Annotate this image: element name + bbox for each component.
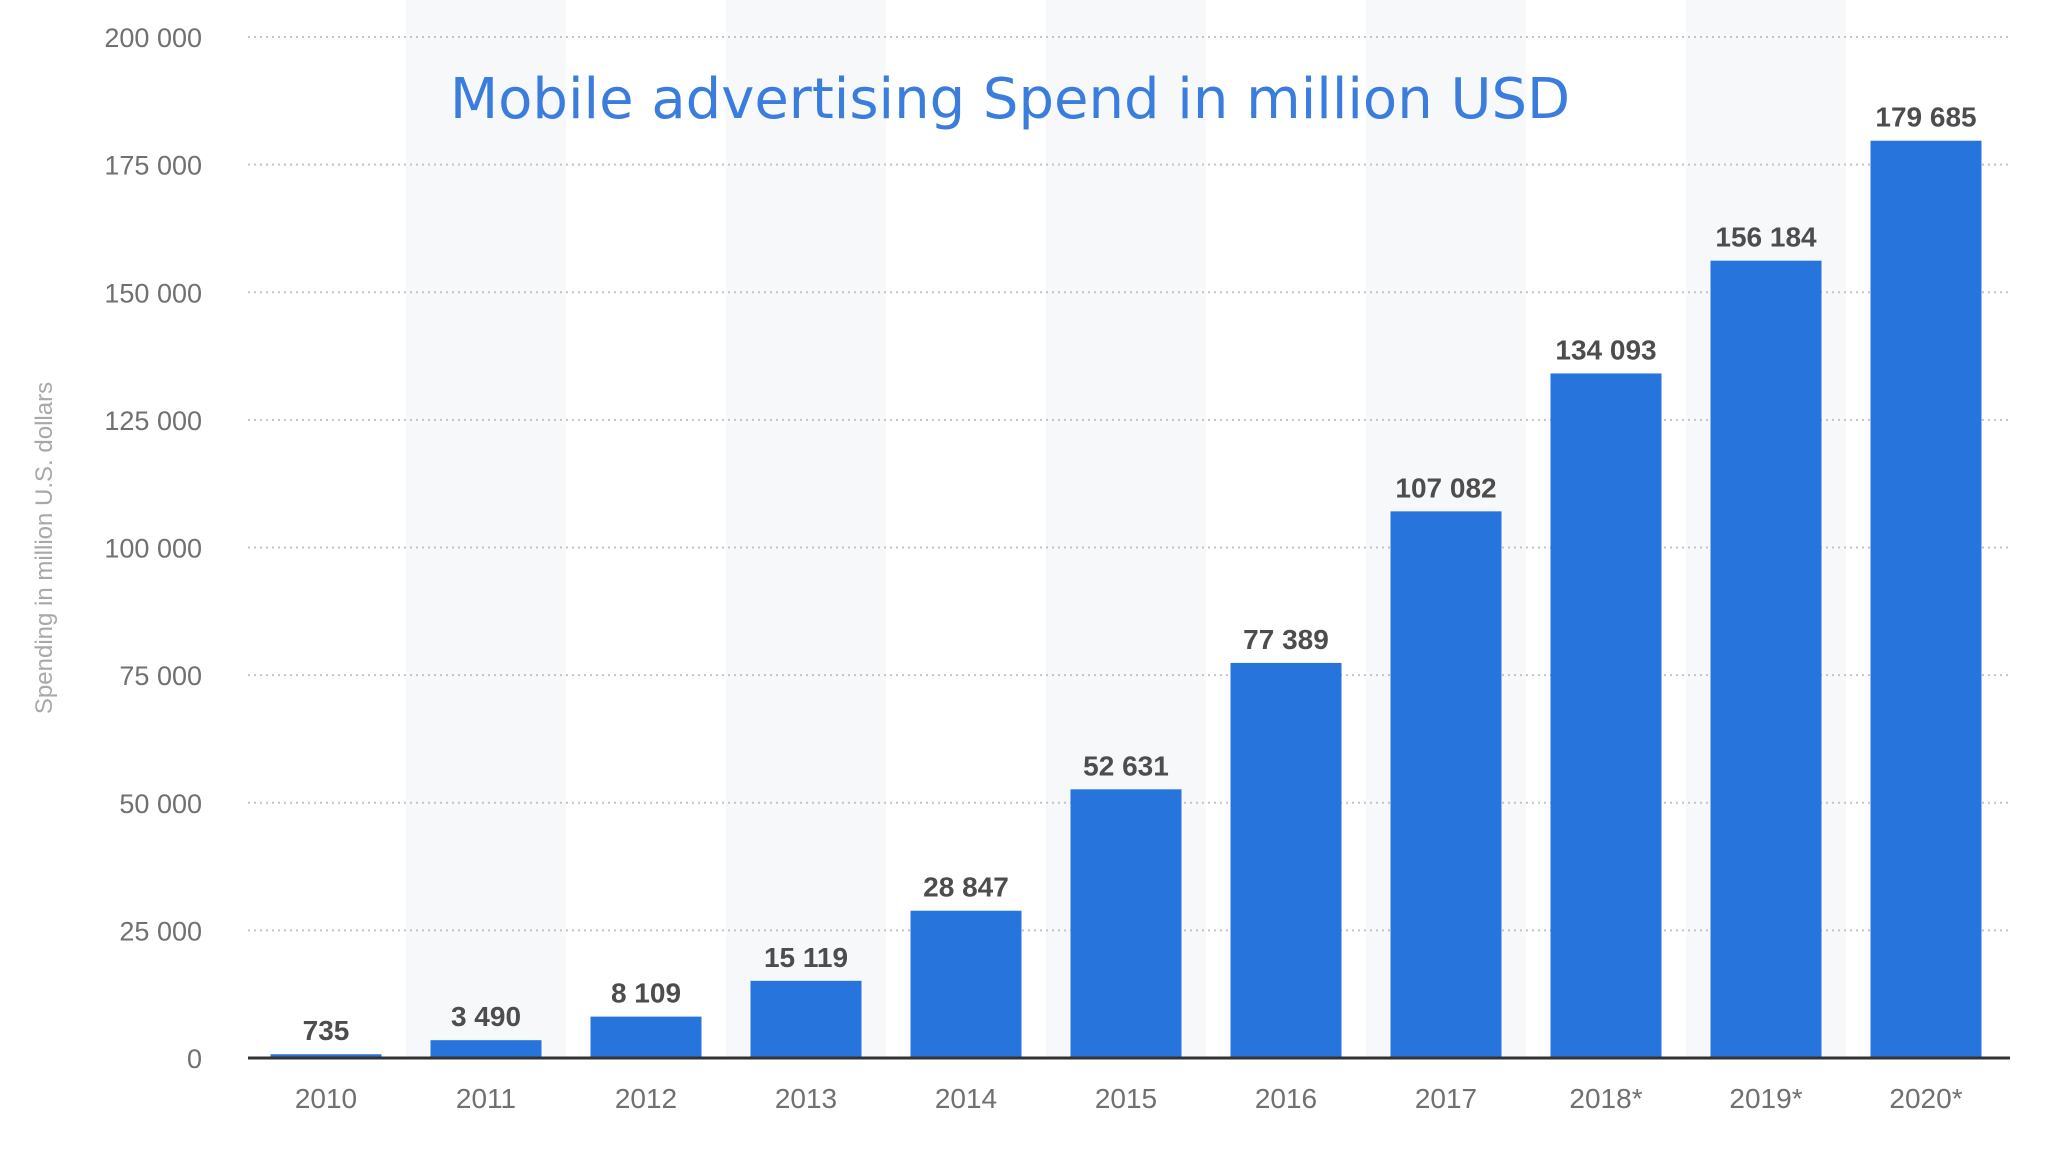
bar-2017: [1390, 511, 1502, 1058]
x-tick-label: 2015: [1095, 1083, 1157, 1114]
y-tick-label: 125 000: [104, 406, 202, 436]
bar-2016: [1230, 662, 1342, 1058]
y-tick-label: 175 000: [104, 151, 202, 181]
value-label: 735: [303, 1015, 350, 1046]
bar-2011: [430, 1040, 542, 1058]
x-tick-label: 2020*: [1889, 1083, 1962, 1114]
value-label: 8 109: [611, 978, 681, 1009]
value-label: 28 847: [923, 872, 1009, 903]
y-tick-label: 100 000: [104, 534, 202, 564]
y-tick-label: 200 000: [104, 23, 202, 53]
bar-2015: [1070, 789, 1182, 1058]
x-tick-label: 2013: [775, 1083, 837, 1114]
y-tick-label: 75 000: [119, 661, 202, 691]
bar-2018*: [1550, 373, 1662, 1059]
y-tick-label: 150 000: [104, 278, 202, 308]
x-tick-label: 2010: [295, 1083, 357, 1114]
bar-2010: [270, 1054, 382, 1058]
bar-value-labels: 735 3 490 8 109 15 119 28 847 52 631 77 389 107…: [303, 102, 1977, 1047]
x-tick-label: 2016: [1255, 1083, 1317, 1114]
value-label: 107 082: [1395, 472, 1496, 503]
value-label: 52 631: [1083, 750, 1169, 781]
value-label: 156 184: [1715, 222, 1817, 253]
value-label: 15 119: [764, 942, 848, 973]
bar-2013: [750, 980, 862, 1058]
y-tick-label: 0: [187, 1044, 202, 1074]
value-label: 134 093: [1555, 334, 1656, 365]
y-tick-label: 50 000: [119, 789, 202, 819]
x-tick-label: 2018*: [1569, 1083, 1642, 1114]
bar-2019*: [1710, 260, 1822, 1059]
x-tick-label: 2017: [1415, 1083, 1477, 1114]
x-tick-label: 2019*: [1729, 1083, 1802, 1114]
value-label: 77 389: [1243, 624, 1329, 655]
chart-bars: [270, 140, 1982, 1059]
x-axis-ticks: 2010 2011 2012 2013 2014 2015 2016 2017 2018* 201…: [295, 1083, 1963, 1114]
x-tick-label: 2012: [615, 1083, 677, 1114]
chart-title: Mobile advertising Spend in million USD: [450, 67, 1570, 132]
x-tick-label: 2011: [456, 1083, 516, 1114]
background-band-1: [406, 0, 566, 1058]
background-band-3: [726, 0, 886, 1058]
value-label: 179 685: [1875, 102, 1976, 133]
value-label: 3 490: [451, 1001, 521, 1032]
x-tick-label: 2014: [935, 1083, 997, 1114]
bar-2020*: [1870, 140, 1982, 1058]
y-tick-label: 25 000: [119, 916, 202, 946]
bar-2012: [590, 1016, 702, 1058]
y-axis-ticks: 0 25 000 50 000 75 000 100 000 125 000 150 000…: [104, 23, 202, 1074]
y-axis-label: Spending in million U.S. dollars: [31, 382, 58, 714]
bar-2014: [910, 910, 1022, 1058]
